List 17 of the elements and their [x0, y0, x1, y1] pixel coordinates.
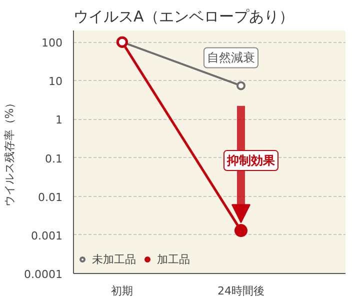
y-tick-label: 0.01 — [38, 190, 63, 204]
x-tick-label: 初期 — [111, 284, 134, 298]
legend-label: 未加工品 — [92, 252, 136, 266]
point — [236, 81, 246, 90]
y-tick-label: 100 — [42, 36, 63, 50]
annotation: 自然減衰 — [206, 50, 255, 65]
y-tick-label: 0.0001 — [24, 268, 63, 281]
chart-title: ウイルスA（エンベロープあり） — [74, 8, 294, 26]
y-tick-label: 10 — [48, 75, 63, 88]
legend-label: 加工品 — [157, 252, 190, 266]
x-tick-label: 24時間後 — [217, 284, 264, 298]
y-axis-title: ウイルス残存率（%） — [3, 97, 16, 207]
y-tick-label: 0.001 — [31, 229, 63, 242]
y-tick-label: 0.1 — [45, 152, 63, 166]
point — [234, 224, 248, 238]
annotation: 抑制効果 — [226, 154, 276, 168]
y-tick-label: 1 — [56, 114, 62, 127]
